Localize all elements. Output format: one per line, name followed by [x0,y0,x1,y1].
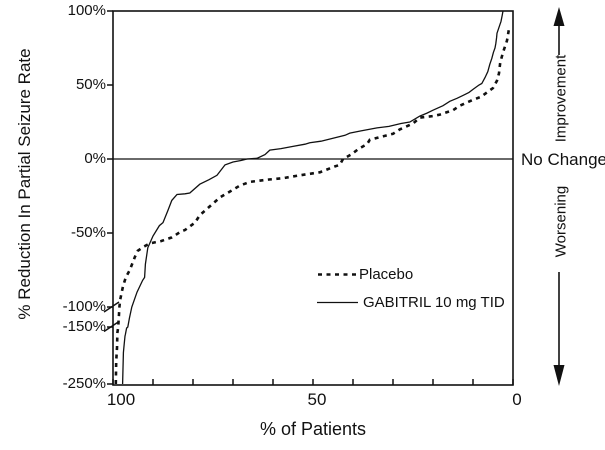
no-change-label: No Change [521,150,605,169]
y-tick-label: -100% [62,298,106,315]
x-tick-label: 0 [512,390,522,409]
y-tick-label: -150% [62,318,106,335]
legend-label-placebo: Placebo [359,266,414,283]
axis-break-mark [103,301,120,313]
worsening-arrow-head-icon [553,365,565,386]
x-axis-title: % of Patients [259,419,367,439]
y-tick-label: -250% [62,375,106,392]
improvement-arrow-head-icon [553,7,565,26]
improvement-label: Improvement [552,54,570,143]
y-tick-label: -50% [70,224,106,241]
series-gabitril [121,10,504,385]
y-tick-label: 50% [75,76,106,93]
plot-frame [112,10,514,386]
y-tick-label: 0% [84,150,106,167]
series-placebo [114,28,511,385]
y-axis-title: % Reduction In Partial Seizure Rate [15,48,34,320]
x-tick-label: 50 [307,390,327,409]
worsening-label: Worsening [552,185,570,258]
axis-break-mark [103,320,120,333]
legend-label-gabitril: GABITRIL 10 mg TID [363,294,505,311]
y-tick-label: 100% [67,2,106,19]
x-tick-label: 100 [106,390,136,409]
